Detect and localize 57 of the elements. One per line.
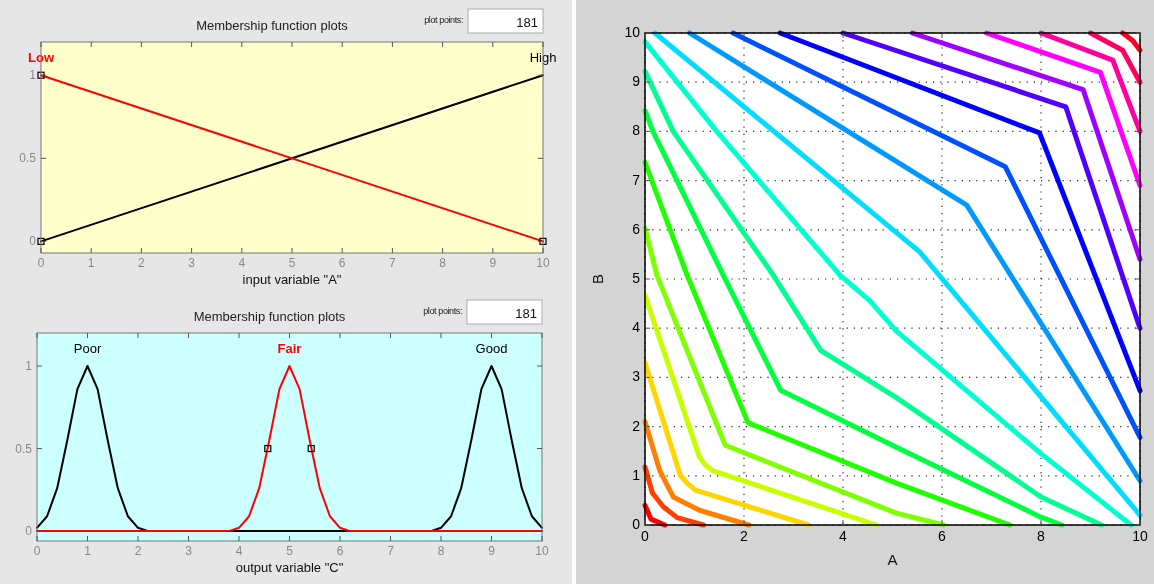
- x-tick-label: 1: [87, 256, 95, 270]
- y-tick-label: 0.5: [15, 441, 33, 456]
- x-tick-label: 5: [286, 544, 294, 558]
- x-tick-label: 9: [488, 544, 496, 558]
- x-tick-label: 6: [336, 544, 344, 558]
- series-label: Low: [28, 50, 55, 65]
- y-tick-label: 1: [25, 359, 33, 374]
- x-tick-label: 7: [387, 544, 395, 558]
- y-tick-label: 4: [632, 319, 641, 336]
- x-tick-label: 3: [185, 544, 193, 558]
- y-axis-title: B: [589, 273, 606, 285]
- y-tick-label: 5: [632, 270, 641, 286]
- y-tick-label: 0: [29, 234, 37, 249]
- y-tick-label: 7: [632, 171, 641, 188]
- x-tick-label: 2: [134, 544, 142, 558]
- y-tick-label: 3: [632, 368, 641, 385]
- text: plot points:: [424, 15, 463, 25]
- x-tick-label: 7: [389, 256, 397, 270]
- x-axis-title: input variable "A": [242, 272, 342, 287]
- x-tick-label: 8: [437, 544, 445, 558]
- x-tick-label: 1: [84, 544, 92, 558]
- y-tick-label: 1: [632, 466, 641, 483]
- x-tick-label: 2: [740, 528, 749, 544]
- y-tick-label: 0.5: [19, 151, 37, 166]
- chart-title: Membership function plots: [193, 309, 346, 324]
- y-tick-label: 10: [624, 24, 641, 40]
- x-tick-label: 4: [839, 528, 848, 544]
- x-tick-label: 2: [138, 256, 146, 270]
- x-tick-label: 8: [439, 256, 447, 270]
- x-axis-title: output variable "C": [235, 560, 344, 575]
- series-label: Poor: [73, 341, 102, 356]
- line-series: [36, 365, 543, 533]
- x-tick-label: 4: [235, 544, 243, 558]
- y-tick-label: 8: [632, 122, 641, 139]
- x-tick-label: 6: [338, 256, 346, 270]
- x-tick-label: 10: [1132, 528, 1148, 544]
- series-label: Fair: [277, 341, 302, 356]
- y-tick-label: 9: [632, 73, 641, 90]
- text: 181: [515, 306, 537, 321]
- series-label: Good: [475, 341, 508, 356]
- x-tick-label: 5: [288, 256, 296, 270]
- x-tick-label: 10: [535, 544, 549, 558]
- y-tick-label: 1: [29, 68, 37, 83]
- series-label: High: [529, 50, 557, 65]
- y-tick-label: 6: [632, 220, 641, 237]
- x-tick-label: 4: [238, 256, 246, 270]
- x-tick-label: 8: [1037, 528, 1046, 544]
- chart-title: Membership function plots: [196, 18, 349, 33]
- x-tick-label: 9: [489, 256, 497, 270]
- x-tick-label: 3: [188, 256, 196, 270]
- x-tick-label: 6: [938, 528, 947, 544]
- x-tick-label: 10: [536, 256, 550, 270]
- y-tick-label: 0: [632, 516, 641, 532]
- text: plot points:: [423, 306, 462, 316]
- y-tick-label: 2: [632, 417, 641, 434]
- text: 181: [516, 15, 538, 30]
- x-axis-title: A: [887, 551, 898, 568]
